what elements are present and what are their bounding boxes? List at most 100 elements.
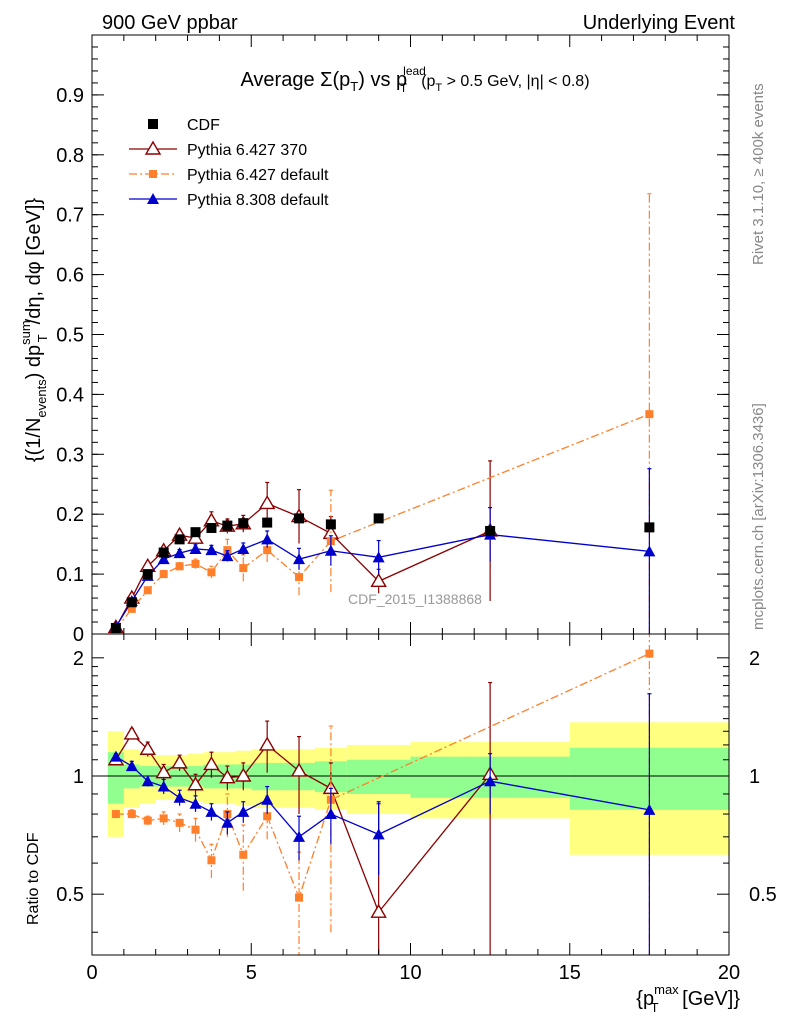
ratio-series-0-point bbox=[123, 725, 141, 740]
main-y-tick-label: 0.9 bbox=[56, 85, 84, 107]
x-tick-label: 10 bbox=[399, 962, 421, 984]
main-y-tick-label: 0.6 bbox=[56, 265, 84, 287]
ratio-series-1-point bbox=[159, 814, 168, 823]
main-series-3-point bbox=[221, 550, 234, 562]
ratio-series-2-point bbox=[372, 828, 385, 840]
ratio-series-0-point bbox=[187, 776, 204, 791]
ratio-series-1-point bbox=[295, 893, 304, 902]
main-y-tick-label: 0.8 bbox=[56, 145, 84, 167]
main-series-2-point bbox=[143, 586, 152, 595]
main-series-1-point bbox=[258, 495, 276, 510]
ratio-series-1-point bbox=[191, 825, 200, 834]
main-series-3-point bbox=[189, 542, 202, 554]
ratio-y-tick-label-right: 1 bbox=[749, 766, 760, 788]
x-tick-label: 0 bbox=[86, 962, 97, 984]
main-series-0 bbox=[110, 513, 655, 634]
main-series-3 bbox=[109, 468, 656, 634]
main-series-3-point bbox=[643, 545, 656, 557]
main-y-tick-label: 0.4 bbox=[56, 384, 84, 406]
ratio-y-tick-label: 2 bbox=[73, 648, 84, 670]
main-series-2 bbox=[111, 193, 654, 634]
chart-title: Average Σ(pT) vs plead T (pT > 0.5 GeV, |η… bbox=[240, 64, 589, 95]
main-series-2-point bbox=[263, 546, 272, 555]
legend-entry-3: Pythia 8.308 default bbox=[129, 192, 329, 209]
header-left-label: 900 GeV ppbar bbox=[102, 12, 238, 34]
main-series-3-point bbox=[372, 551, 385, 563]
main-y-tick-label: 0.7 bbox=[56, 205, 84, 227]
x-tick-label: 15 bbox=[559, 962, 581, 984]
ratio-series-1 bbox=[111, 634, 654, 955]
ratio-series-2-point bbox=[643, 803, 656, 815]
main-series-0-point bbox=[294, 513, 305, 524]
ratio-green-band bbox=[346, 759, 411, 794]
ratio-series-2-point bbox=[173, 791, 186, 803]
ratio-y-tick-label: 1 bbox=[73, 766, 84, 788]
ratio-series-2-point bbox=[221, 816, 234, 828]
main-series-3-point bbox=[261, 533, 274, 545]
ratio-series-2 bbox=[109, 693, 656, 955]
mcplots-label: mcplots.cern.ch [arXiv:1306.3436] bbox=[750, 403, 767, 630]
ratio-series-0-point bbox=[235, 767, 252, 782]
main-series-2-point bbox=[207, 568, 216, 577]
main-series-3-point bbox=[293, 553, 306, 565]
main-series-0-point bbox=[485, 525, 496, 536]
main-series-0-point bbox=[373, 513, 384, 524]
ratio-series-1-point bbox=[239, 850, 248, 859]
ratio-series-0-point bbox=[290, 762, 308, 777]
ratio-series-0-point bbox=[370, 903, 387, 918]
legend-marker-2 bbox=[149, 170, 157, 178]
ratio-y-tick-label: 0.5 bbox=[56, 884, 84, 906]
legend-label-0: CDF bbox=[187, 117, 220, 134]
legend-marker-3 bbox=[147, 193, 159, 204]
main-series-3-point bbox=[205, 544, 218, 556]
main-series-2-point bbox=[159, 570, 168, 579]
main-series-2-point bbox=[645, 410, 654, 419]
ratio-series-1-point bbox=[143, 816, 152, 825]
main-series-1-point bbox=[370, 572, 387, 587]
main-axes: 0 0.1 0.2 0.3 0.4 0.5 0.6 0.7 0.8 0.9 bbox=[56, 34, 730, 646]
ratio-series-0-point bbox=[171, 754, 188, 769]
main-series-0-point bbox=[110, 623, 121, 634]
main-series-3-point bbox=[157, 553, 170, 565]
legend-label-2: Pythia 6.427 default bbox=[187, 167, 329, 184]
ratio-series-2-point bbox=[324, 808, 337, 820]
legend-marker-1 bbox=[144, 140, 162, 155]
ratio-series-2-point bbox=[125, 760, 138, 772]
main-y-axis-label: {(1/Nevents) dpsum T/dη, dφ [GeV]} bbox=[18, 198, 50, 462]
analysis-watermark: CDF_2015_I1388868 bbox=[348, 591, 482, 607]
ratio-series-2-point bbox=[205, 805, 218, 817]
main-series-3-point bbox=[173, 547, 186, 559]
main-series-3-point bbox=[324, 544, 337, 556]
main-y-tick-label: 0 bbox=[73, 624, 84, 646]
main-y-tick-label: 0.1 bbox=[56, 564, 84, 586]
main-series-2-point bbox=[295, 573, 304, 582]
ratio-series-1-point bbox=[175, 818, 184, 827]
main-series-0-point bbox=[190, 527, 201, 538]
main-series-0-point bbox=[222, 520, 233, 531]
ratio-series-1-point bbox=[207, 856, 216, 865]
x-tick-label: 20 bbox=[718, 962, 740, 984]
ratio-series-0-point bbox=[258, 736, 276, 751]
ratio-series-2-point bbox=[293, 830, 306, 842]
main-series-3-point bbox=[237, 542, 250, 554]
main-series-2-point bbox=[239, 564, 248, 573]
main-series-0-point bbox=[174, 534, 185, 545]
main-series-2-point bbox=[127, 604, 136, 613]
ratio-series-2-point bbox=[109, 750, 122, 762]
ratio-y-tick-label-right: 0.5 bbox=[749, 884, 777, 906]
ratio-series-0 bbox=[107, 681, 499, 955]
ratio-series-2-point bbox=[484, 775, 497, 787]
main-series-0-point bbox=[158, 547, 169, 558]
main-series-0-point bbox=[142, 569, 153, 580]
main-y-tick-label: 0.3 bbox=[56, 444, 84, 466]
ratio-series-0-point bbox=[139, 740, 156, 755]
ratio-series-2-point bbox=[141, 775, 154, 787]
main-series-0-point bbox=[206, 522, 217, 533]
ratio-series-2-point bbox=[261, 793, 274, 805]
main-y-tick-label: 0.2 bbox=[56, 504, 84, 526]
header-right-label: Underlying Event bbox=[583, 12, 736, 34]
legend: CDF Pythia 6.427 370 Pythia 6.427 default P… bbox=[129, 117, 329, 209]
legend-marker-0 bbox=[148, 119, 158, 129]
ratio-y-tick-label-right: 2 bbox=[749, 648, 760, 670]
